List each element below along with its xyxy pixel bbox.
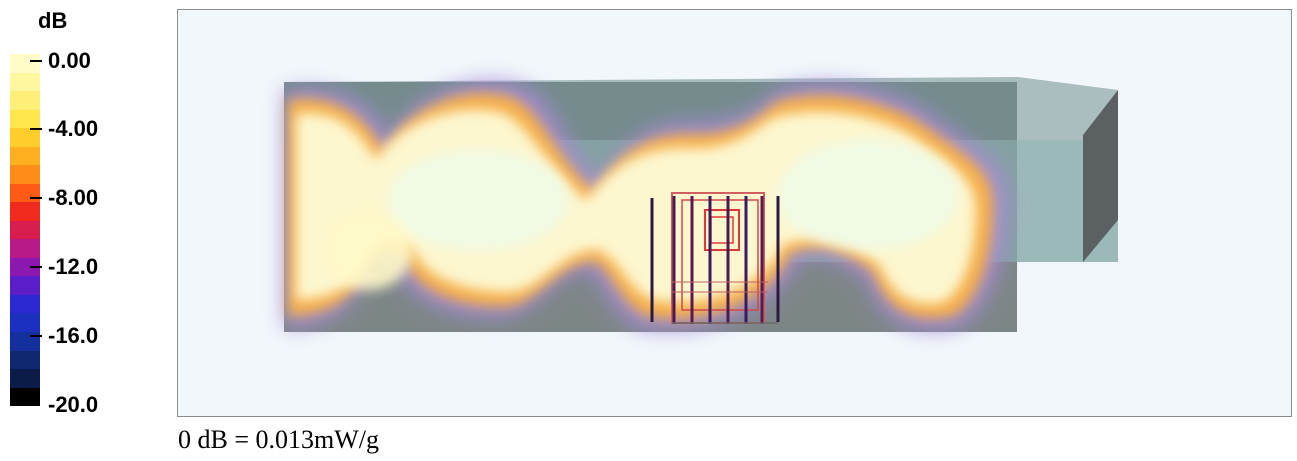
colorbar-swatch bbox=[10, 294, 40, 314]
colorbar-swatch bbox=[10, 202, 40, 221]
colorbar-swatch bbox=[10, 257, 40, 277]
colorbar-swatch bbox=[10, 276, 40, 295]
colorbar-swatch bbox=[10, 350, 40, 370]
field-peak bbox=[323, 140, 958, 290]
phantom-side-face bbox=[1083, 90, 1118, 262]
sar-distribution-plot bbox=[177, 9, 1292, 417]
colorbar-swatch bbox=[10, 220, 40, 240]
colorbar-swatch bbox=[10, 128, 40, 147]
tick-mark bbox=[30, 197, 42, 199]
colorbar-swatch bbox=[10, 239, 40, 258]
legend-tick-label: 0.00 bbox=[48, 48, 91, 73]
colorbar-swatch bbox=[10, 54, 40, 73]
device-wireframe bbox=[650, 192, 780, 324]
legend-tick-label: -12.0 bbox=[48, 254, 99, 279]
colorbar-swatch bbox=[10, 183, 40, 203]
reference-caption: 0 dB = 0.013mW/g bbox=[178, 425, 379, 454]
colorbar-swatch bbox=[10, 146, 40, 166]
legend-unit-label: dB bbox=[38, 8, 68, 33]
colorbar-swatch bbox=[10, 313, 40, 332]
legend-tick-label: -20.0 bbox=[48, 392, 99, 417]
field-visualization bbox=[284, 77, 1118, 332]
legend-tick-label: -8.00 bbox=[48, 185, 99, 210]
colorbar-swatch bbox=[10, 387, 40, 407]
legend-tick-label: -16.0 bbox=[48, 323, 99, 348]
color-legend: dB 0.00 -4.00 -8.00 -12.0 -16.0 -20.0 bbox=[0, 0, 170, 420]
colorbar-swatch bbox=[10, 91, 40, 110]
colorbar-swatch bbox=[10, 72, 40, 92]
tick-mark bbox=[30, 266, 42, 268]
colorbar-swatch bbox=[10, 165, 40, 184]
colorbar-swatch bbox=[10, 109, 40, 129]
tick-mark bbox=[30, 60, 42, 62]
colorbar-swatch bbox=[10, 369, 40, 388]
tick-mark bbox=[30, 128, 42, 130]
legend-tick-label: -4.00 bbox=[48, 116, 99, 141]
tick-mark bbox=[30, 335, 42, 337]
colorbar bbox=[10, 54, 40, 407]
